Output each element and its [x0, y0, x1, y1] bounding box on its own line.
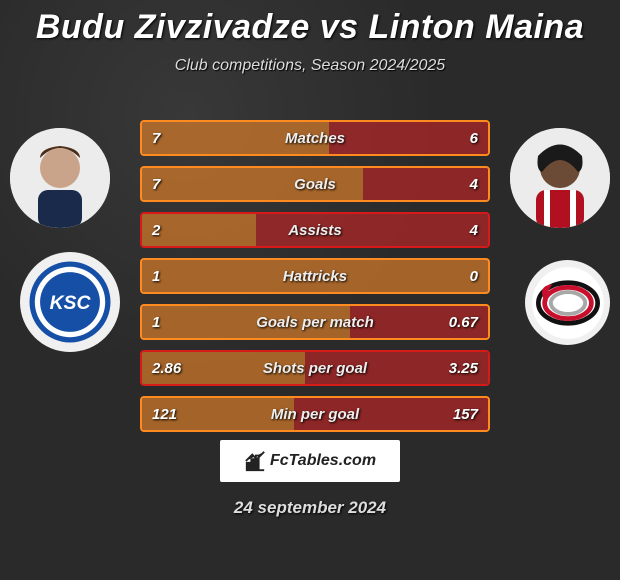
stat-label: Matches	[142, 130, 488, 147]
page-title: Budu Zivzivadze vs Linton Maina	[0, 0, 620, 47]
svg-text:KSC: KSC	[50, 292, 92, 314]
player-left-avatar	[10, 128, 110, 228]
date-text: 24 september 2024	[0, 498, 620, 518]
stat-value-right: 0.67	[438, 314, 478, 331]
stat-value-right: 0	[438, 268, 478, 285]
stat-row: 7Matches6	[140, 120, 490, 156]
stat-value-right: 4	[438, 222, 478, 239]
stat-value-right: 157	[438, 406, 478, 423]
player-right-name: Linton Maina	[368, 8, 584, 46]
stat-row: 2Assists4	[140, 212, 490, 248]
stat-row: 1Hattricks0	[140, 258, 490, 294]
stat-value-right: 3.25	[438, 360, 478, 377]
player-left-name: Budu Zivzivadze	[36, 8, 310, 46]
stat-row: 2.86Shots per goal3.25	[140, 350, 490, 386]
stat-row: 7Goals4	[140, 166, 490, 202]
stat-row: 1Goals per match0.67	[140, 304, 490, 340]
watermark-text: FcTables.com	[270, 452, 376, 470]
club-right-badge	[525, 260, 610, 345]
stat-label: Shots per goal	[142, 360, 488, 377]
subtitle: Club competitions, Season 2024/2025	[0, 57, 620, 75]
stats-table: 7Matches6 7Goals4 2Assists4 1Hattricks0 1Goa…	[140, 120, 490, 442]
stat-value-right: 6	[438, 130, 478, 147]
player-right-avatar	[510, 128, 610, 228]
stat-value-right: 4	[438, 176, 478, 193]
club-left-badge: KSC	[20, 252, 120, 352]
chart-icon	[244, 450, 266, 472]
vs-text: vs	[320, 8, 359, 46]
stat-label: Goals per match	[142, 314, 488, 331]
watermark: FcTables.com	[220, 440, 400, 482]
stat-label: Assists	[142, 222, 488, 239]
stat-label: Min per goal	[142, 406, 488, 423]
stat-row: 121Min per goal157	[140, 396, 490, 432]
stat-label: Hattricks	[142, 268, 488, 285]
stat-label: Goals	[142, 176, 488, 193]
